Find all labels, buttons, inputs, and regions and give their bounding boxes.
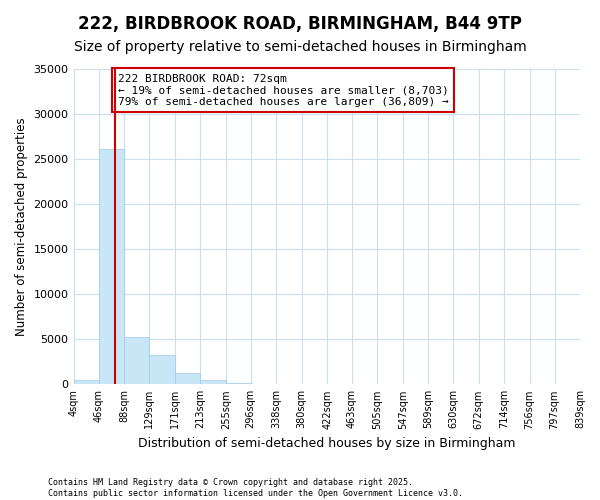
Bar (149, 356, 175, 384)
Text: 222, BIRDBROOK ROAD, BIRMINGHAM, B44 9TP: 222, BIRDBROOK ROAD, BIRMINGHAM, B44 9TP (78, 15, 522, 33)
Bar (175, 372, 200, 384)
X-axis label: Distribution of semi-detached houses by size in Birmingham: Distribution of semi-detached houses by … (138, 437, 515, 450)
Bar (124, 338, 149, 384)
Bar (226, 382, 251, 384)
Bar (74, 380, 99, 384)
Text: Size of property relative to semi-detached houses in Birmingham: Size of property relative to semi-detach… (74, 40, 526, 54)
Text: 222 BIRDBROOK ROAD: 72sqm
← 19% of semi-detached houses are smaller (8,703)
79% : 222 BIRDBROOK ROAD: 72sqm ← 19% of semi-… (118, 74, 449, 106)
Bar (200, 380, 226, 384)
Text: Contains HM Land Registry data © Crown copyright and database right 2025.
Contai: Contains HM Land Registry data © Crown c… (48, 478, 463, 498)
Y-axis label: Number of semi-detached properties: Number of semi-detached properties (15, 118, 28, 336)
Bar (99, 149, 124, 384)
